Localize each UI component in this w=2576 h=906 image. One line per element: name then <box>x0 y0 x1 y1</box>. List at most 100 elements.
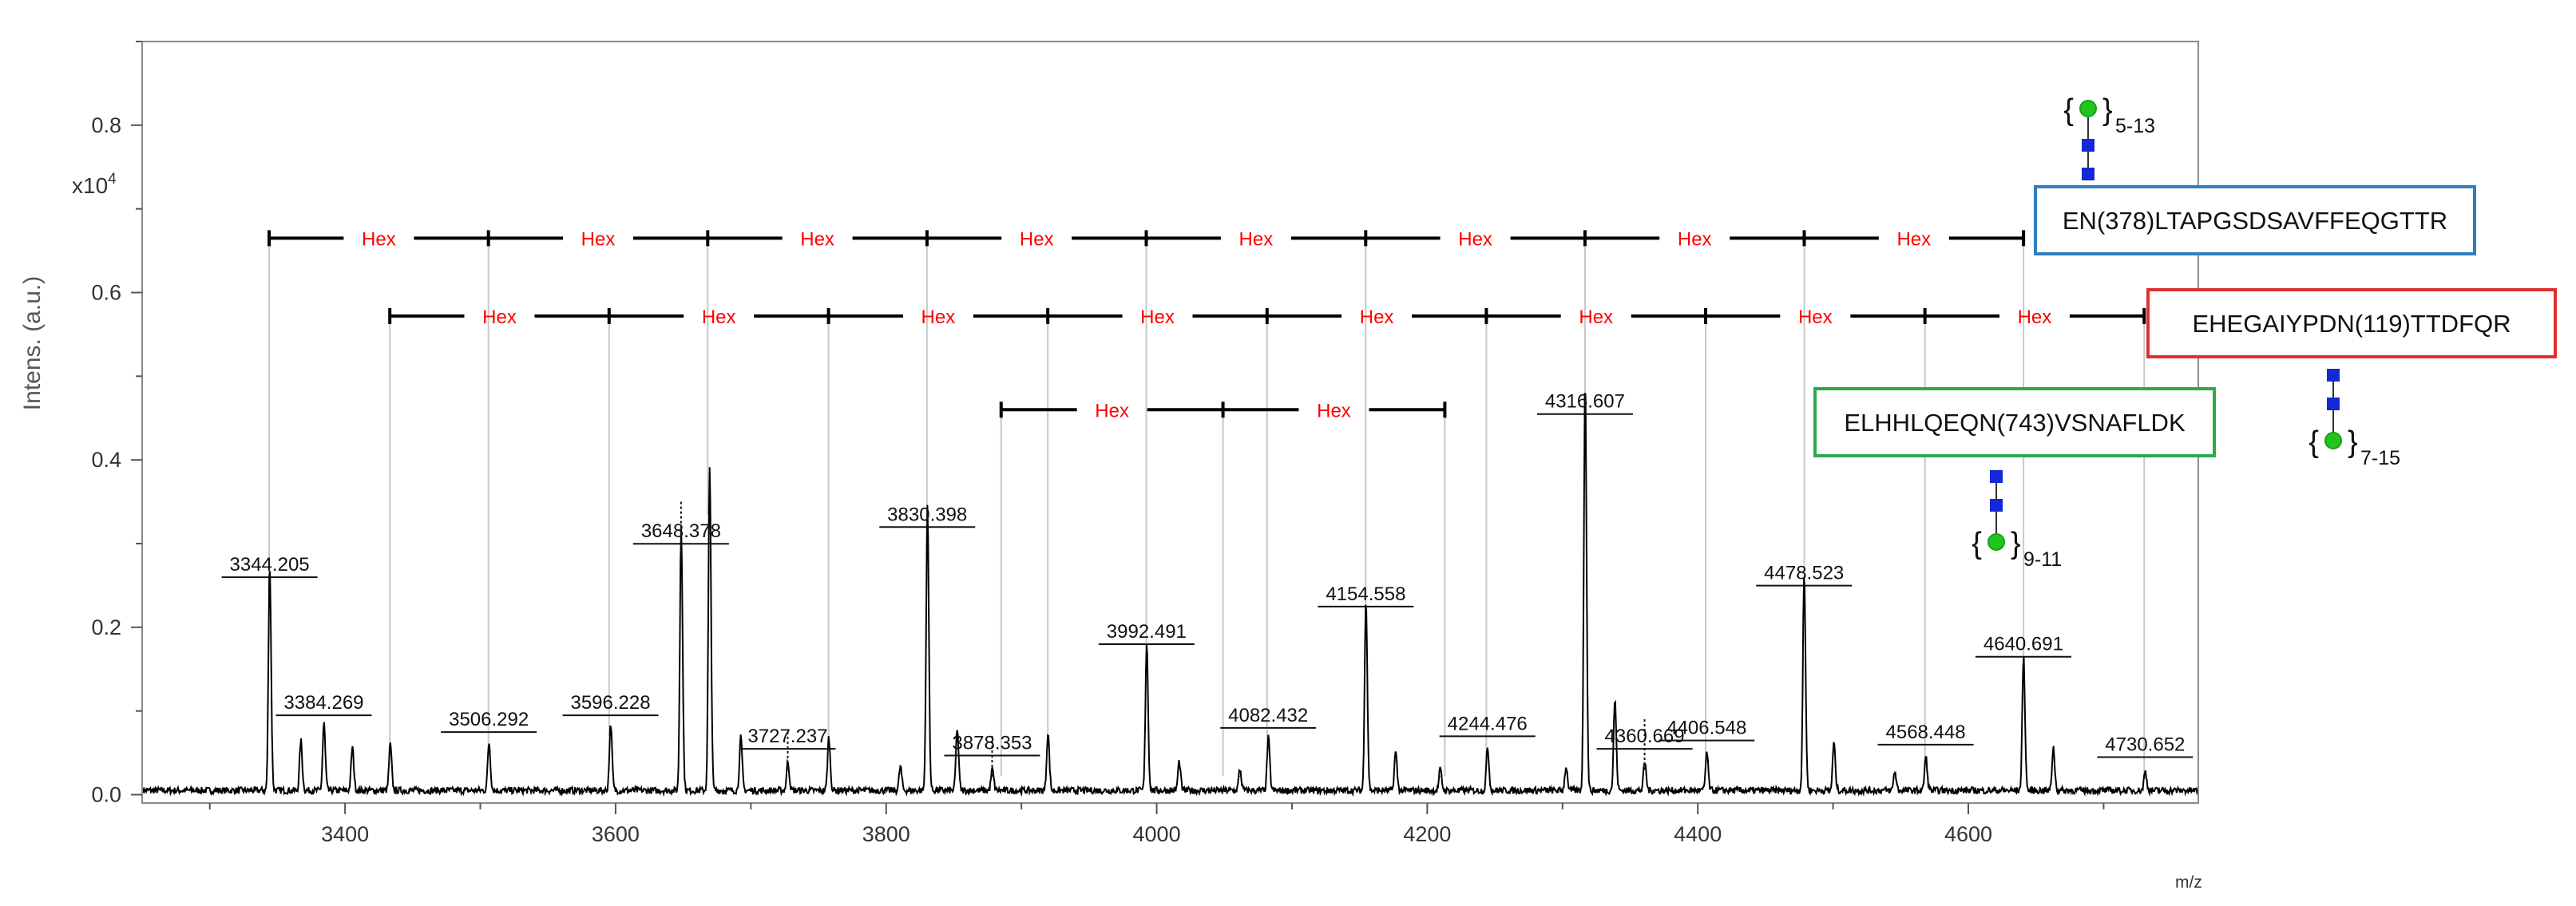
hex-ladders: Hex Hex Hex Hex Hex Hex Hex Hex Hex Hex Hex Hex Hex H… <box>268 228 2146 421</box>
hex-label: Hex <box>482 307 517 328</box>
peak-label: 4154.558 <box>1326 584 1405 605</box>
hex-label: Hex <box>1678 228 1712 250</box>
hex-label: Hex <box>800 228 834 250</box>
hex-label: Hex <box>1458 228 1492 250</box>
peak-point <box>323 735 324 737</box>
peak-point <box>1833 752 1834 754</box>
hex-label: Hex <box>1798 307 1833 328</box>
peak-point <box>2144 777 2146 779</box>
peak-point <box>269 597 271 599</box>
glycan-range: 9-11 <box>2023 548 2062 571</box>
peak-point <box>1146 664 1147 666</box>
spectrum-line <box>141 393 2199 797</box>
peak-point <box>708 513 710 515</box>
y-tick-label: 0.4 <box>91 448 121 472</box>
peak-label: 4640.691 <box>1984 634 2063 655</box>
hex-label: Hex <box>1896 228 1931 250</box>
peak-point <box>610 735 612 737</box>
peak-label: 3344.205 <box>230 554 310 576</box>
glycopeptide-sequence: EN(378)LTAPGSDSAVFFEQGTTR <box>2063 207 2447 235</box>
ladder-connector-lines <box>268 238 2146 778</box>
peak-point <box>1395 761 1397 762</box>
glycopeptide-box <box>2146 288 2557 358</box>
peak-label: 4082.432 <box>1228 705 1308 726</box>
hex-label: Hex <box>362 228 396 250</box>
peak-label: 4406.548 <box>1666 718 1746 739</box>
hex-label: Hex <box>1579 307 1613 328</box>
peak-point <box>1706 761 1707 762</box>
peak-point <box>351 756 353 758</box>
peak-label: 4730.652 <box>2105 734 2185 756</box>
y-tick-label: 0.2 <box>91 615 121 639</box>
y-axis-label: Intens. (a.u.) <box>19 276 46 410</box>
peak-point <box>1487 756 1488 758</box>
peak-point <box>1894 777 1896 779</box>
hex-label: Hex <box>2018 307 2052 328</box>
hex-label: Hex <box>1140 307 1175 328</box>
glcnac-square <box>2327 398 2340 410</box>
peak-labels: 3344.2053384.2693506.2923596.2283648.378… <box>221 391 2194 777</box>
hex-label: Hex <box>1095 400 1129 421</box>
peak-label: 4568.448 <box>1886 722 1966 743</box>
glycopeptide-sequence: EHEGAIYPDN(119)TTDFQR <box>2192 310 2511 338</box>
glycan-brace-close: } <box>2102 93 2113 127</box>
peak-point <box>1925 765 1927 766</box>
peak-point <box>2052 756 2054 758</box>
glycan-brace-close: } <box>2348 425 2358 459</box>
peak-point <box>1565 773 1567 774</box>
glcnac-square <box>1990 470 2003 483</box>
hex-label: Hex <box>581 228 616 250</box>
glycan-range: 5-13 <box>2115 115 2155 137</box>
glcnac-square <box>2082 168 2094 180</box>
glycopeptide-annotations: EN(378)LTAPGSDSAVFFEQGTTR{} 5-13EHEGAIYPD… <box>1813 93 2557 571</box>
hex-label: Hex <box>1239 228 1274 250</box>
x-tick-label: 4000 <box>1133 822 1181 846</box>
mannose-circle <box>1987 533 2005 551</box>
hex-label: Hex <box>702 307 736 328</box>
y-axis-multiplier: x104 <box>72 171 117 198</box>
axes: Intens. (a.u.) x104 m/z 3400 3600 3800 4000… <box>19 41 2202 892</box>
peak-label: 4316.607 <box>1545 391 1625 413</box>
y-tick-label: 0.6 <box>91 281 121 305</box>
hex-label: Hex <box>1317 400 1351 421</box>
peak-point <box>300 750 302 752</box>
peak-label: 3384.269 <box>283 692 363 714</box>
glycan-range: 7-15 <box>2360 447 2400 469</box>
glycan-brace-close: } <box>2011 527 2021 560</box>
peak-point <box>1439 775 1441 777</box>
peak-point <box>1239 775 1241 777</box>
peak-label: 3992.491 <box>1107 621 1187 643</box>
peak-label: 3830.398 <box>887 504 967 525</box>
peak-point <box>1803 606 1805 607</box>
glcnac-square <box>1990 499 2003 512</box>
peak-label: 4478.523 <box>1764 563 1844 584</box>
peak-point <box>1267 748 1269 750</box>
peak-label: 4244.476 <box>1448 713 1528 734</box>
hex-label: Hex <box>1020 228 1054 250</box>
mannose-circle <box>2079 100 2097 117</box>
x-axis-label: m/z <box>2175 873 2202 892</box>
glycan-brace-open: { <box>1972 527 1982 560</box>
glycan-brace-open: { <box>2308 425 2319 459</box>
peak-point <box>899 773 901 774</box>
x-tick-label: 4200 <box>1403 822 1451 846</box>
glycopeptide-sequence: ELHHLQEQN(743)VSNAFLDK <box>1844 409 2186 437</box>
mannose-circle <box>2324 432 2342 449</box>
glcnac-square <box>2327 369 2340 382</box>
peak-label: 3596.228 <box>570 692 650 714</box>
y-tick-label: 0.0 <box>91 783 121 807</box>
hex-label: Hex <box>1360 307 1394 328</box>
glycopeptide-box <box>2034 185 2476 255</box>
x-tick-label: 4600 <box>1944 822 1992 846</box>
hex-label: Hex <box>921 307 956 328</box>
peak-label: 3506.292 <box>449 709 529 730</box>
y-tick-label: 0.8 <box>91 113 121 137</box>
peak-point <box>1584 434 1586 436</box>
x-tick-label: 3600 <box>592 822 640 846</box>
glycopeptide-box <box>1813 387 2216 457</box>
glycan-brace-open: { <box>2063 93 2074 127</box>
x-tick-label: 3800 <box>862 822 910 846</box>
x-tick-label: 3400 <box>321 822 369 846</box>
glcnac-square <box>2082 139 2094 152</box>
